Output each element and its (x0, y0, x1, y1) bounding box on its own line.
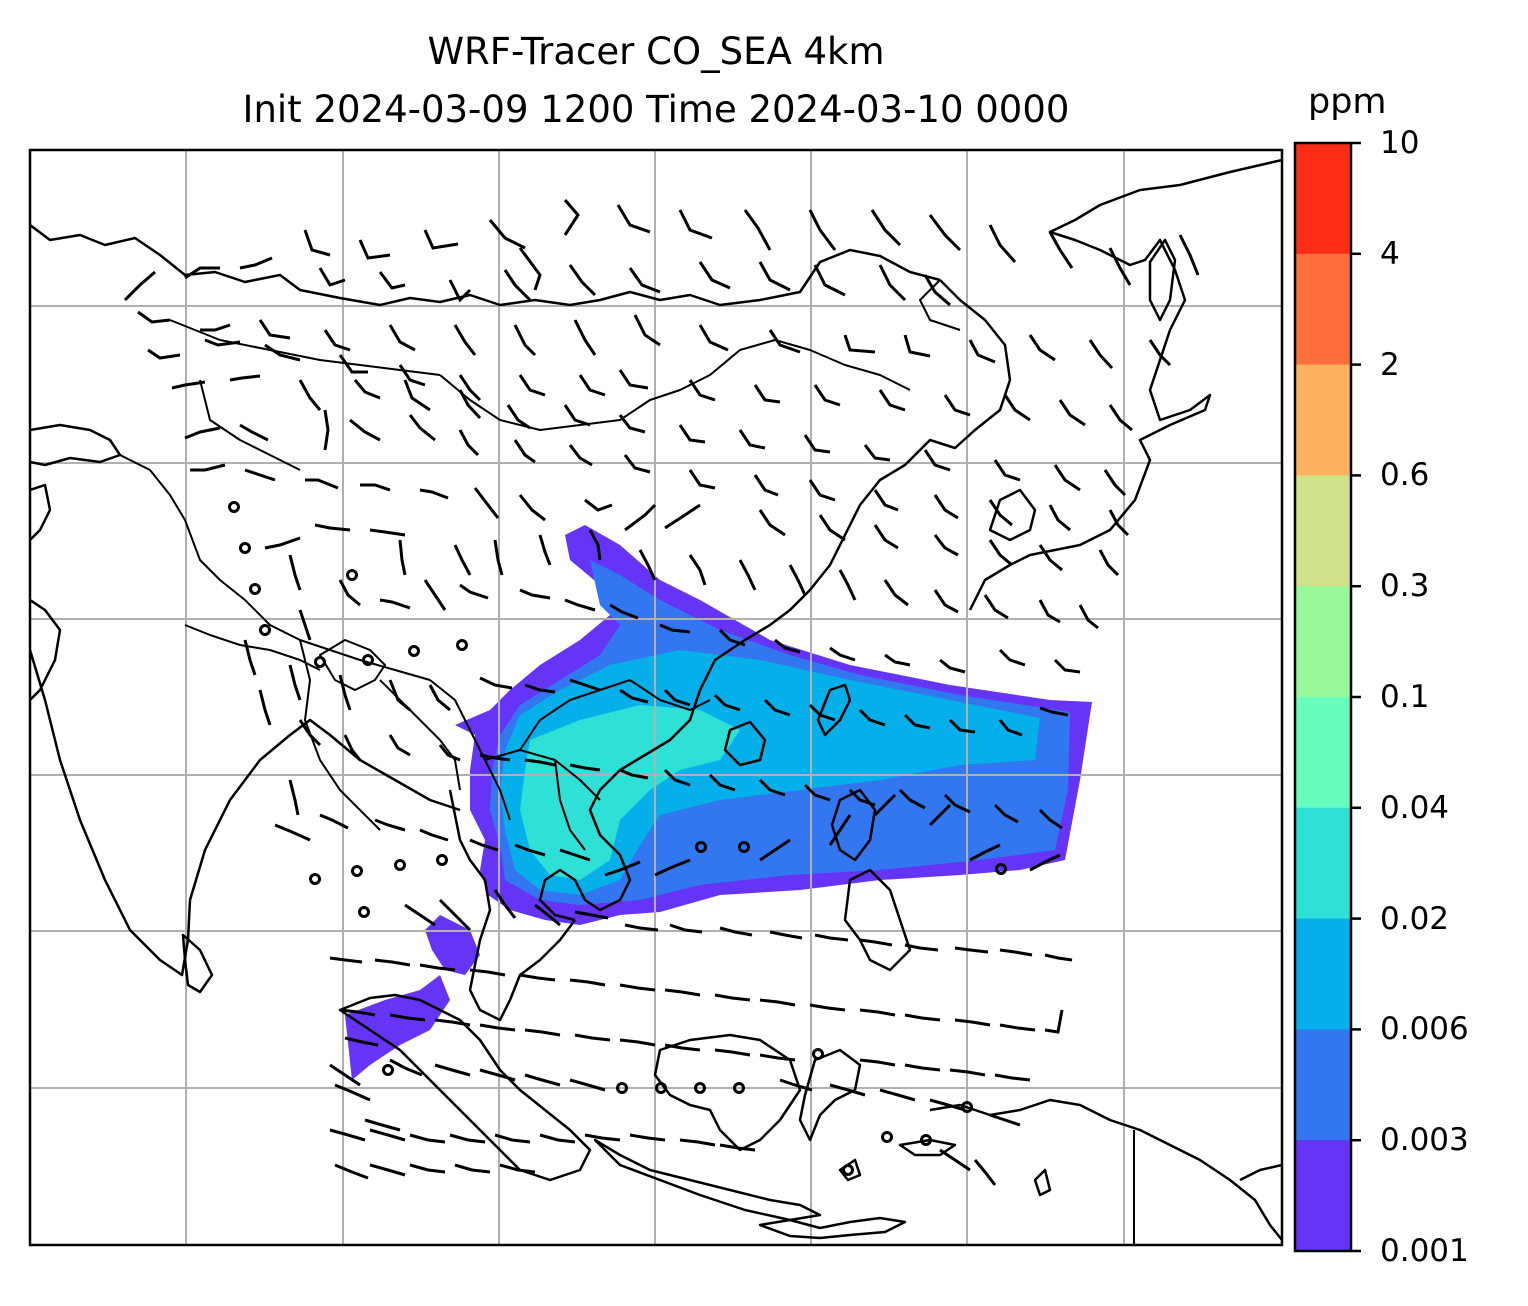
colorbar-segment (1295, 253, 1351, 366)
colorbar-segment (1295, 918, 1351, 1030)
colorbar-tick-label: 2 (1380, 346, 1400, 383)
colorbar-segment (1295, 807, 1351, 920)
colorbar-tick-label: 0.02 (1380, 900, 1450, 937)
colorbar-segment (1295, 364, 1351, 476)
colorbar-tick-label: 0.1 (1380, 679, 1430, 715)
colorbar-tick-label: 0.003 (1380, 1122, 1469, 1159)
colorbar-ticks (1351, 141, 1361, 1253)
country-borders (119, 279, 1135, 1245)
colorbar-tick-label: 10 (1380, 125, 1420, 161)
colorbar-segment (1295, 1029, 1351, 1141)
colorbar-segment (1295, 1140, 1351, 1252)
colorbar-segment (1295, 697, 1351, 809)
colorbar (1295, 143, 1351, 1252)
colorbar-tick-label: 0.3 (1380, 568, 1430, 605)
colorbar-unit-label: ppm (1308, 82, 1387, 122)
colorbar-tick-label: 0.04 (1380, 789, 1450, 826)
colorbar-tick-label: 0.001 (1380, 1233, 1469, 1269)
colorbar-segment (1295, 143, 1351, 255)
wind-barbs (123, 199, 1200, 1186)
wind-calm-circles (228, 501, 1007, 1176)
colorbar-tick-label: 0.006 (1380, 1011, 1469, 1048)
colorbar-segment (1295, 586, 1351, 698)
map-title-line-1: WRF-Tracer CO_SEA 4km (427, 30, 885, 73)
colorbar-segment (1295, 475, 1351, 587)
map-frame (28, 148, 1284, 1247)
colorbar-tick-label: 0.6 (1380, 457, 1430, 494)
colorbar-tick-label: 4 (1380, 235, 1400, 272)
map-title-line-2: Init 2024-03-09 1200 Time 2024-03-10 000… (242, 88, 1070, 131)
